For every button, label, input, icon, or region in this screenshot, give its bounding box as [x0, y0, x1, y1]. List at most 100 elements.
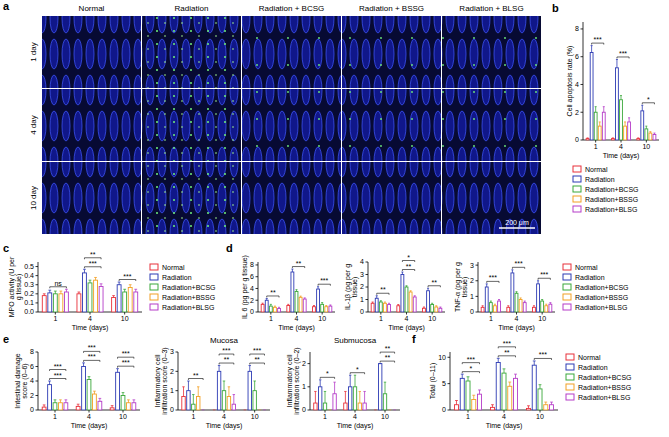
bar — [333, 394, 336, 410]
y-tick — [36, 302, 39, 303]
y-tick — [476, 296, 479, 297]
y-tick — [176, 352, 179, 353]
figure: aNormalRadiationRadiation + BCSGRadiatio… — [0, 0, 669, 437]
significance-bracket — [512, 267, 524, 269]
legend-swatch — [566, 354, 574, 360]
y-tick-label: 1 — [170, 387, 174, 394]
bar — [287, 306, 290, 312]
error-bar — [82, 363, 85, 367]
y-tick-label: 2 — [360, 283, 364, 290]
bar — [427, 291, 430, 312]
error-bar — [304, 298, 306, 299]
significance-bracket — [84, 258, 101, 260]
y-tick-label: 0 — [442, 406, 446, 413]
bar — [212, 410, 215, 411]
error-bar — [520, 298, 522, 300]
bar — [545, 306, 548, 312]
scale-bar — [499, 227, 535, 229]
bar — [549, 304, 552, 312]
significance-bracket — [267, 296, 279, 298]
error-bar — [182, 387, 184, 397]
error-bar — [54, 291, 57, 294]
bar — [222, 391, 225, 410]
bar — [511, 273, 514, 312]
error-bar — [595, 107, 597, 113]
error-bar — [372, 302, 374, 303]
significance-bracket — [350, 373, 364, 375]
significance-label: *** — [539, 351, 547, 358]
significance-bracket — [462, 363, 479, 365]
bar — [128, 287, 132, 312]
y-tick — [581, 28, 584, 29]
y-tick-label: 1 — [360, 296, 364, 303]
bars — [42, 363, 136, 410]
x-tick-label: 1 — [323, 413, 327, 420]
significance-label: * — [326, 370, 329, 377]
legend-label: Radiation+BSSG — [585, 196, 638, 203]
y-tick — [366, 287, 369, 288]
y-tick — [36, 381, 39, 382]
bar — [325, 307, 328, 312]
bar — [393, 410, 396, 411]
bar — [323, 403, 326, 410]
significance-label: ** — [385, 345, 391, 352]
x-tick-label: 4 — [87, 413, 91, 420]
bar — [645, 129, 648, 140]
legend-swatch — [573, 186, 581, 192]
legend-swatch — [573, 196, 581, 202]
error-bar — [491, 405, 494, 408]
y-tick-label: 6 — [575, 53, 579, 60]
y-axis-title-line: infiltration score (0–3) — [161, 347, 169, 414]
bar — [466, 381, 470, 410]
significance-bracket — [402, 261, 414, 263]
y-tick-label: 3 — [170, 348, 174, 355]
bar — [99, 287, 103, 312]
legend-swatch — [573, 176, 581, 182]
bar — [132, 403, 136, 410]
micrograph — [42, 89, 141, 161]
significance-label: ** — [224, 356, 230, 363]
y-tick-label: 0.3 — [24, 281, 34, 288]
error-bar — [118, 282, 121, 285]
significance-label: *** — [594, 36, 602, 43]
bar — [616, 68, 619, 140]
error-bar — [550, 402, 553, 405]
legend-swatch — [566, 384, 574, 390]
error-bar — [533, 306, 535, 308]
bar — [217, 371, 220, 410]
y-tick — [36, 266, 39, 267]
error-bar — [541, 300, 543, 302]
significance-label: * — [470, 365, 473, 372]
legend-swatch — [563, 304, 571, 310]
bar — [383, 394, 386, 410]
y-tick — [581, 84, 584, 85]
row-label: 10 day — [29, 186, 38, 210]
error-bar — [490, 301, 492, 303]
bar — [401, 275, 404, 313]
significance-label: ** — [380, 286, 386, 293]
error-bar — [218, 366, 220, 372]
error-bar — [48, 290, 51, 293]
error-bar — [83, 269, 86, 273]
significance-bracket — [188, 379, 203, 381]
bar — [117, 285, 121, 312]
bar — [232, 404, 235, 410]
error-bar — [379, 363, 381, 364]
significance-label: * — [647, 96, 650, 103]
error-bar — [134, 289, 137, 292]
y-tick — [176, 410, 179, 411]
error-bar — [317, 287, 319, 289]
significance-label: ** — [406, 263, 412, 270]
bar — [413, 297, 416, 312]
y-tick-label: 1 — [302, 383, 306, 390]
bar — [317, 289, 320, 312]
error-bar — [397, 305, 399, 306]
y-axis — [258, 262, 259, 312]
legend-swatch — [563, 284, 571, 290]
error-bar — [405, 286, 407, 287]
bar — [439, 308, 442, 312]
significance-label: *** — [88, 353, 96, 360]
error-bar — [599, 122, 601, 126]
x-tick-label: 10 — [119, 413, 127, 420]
significance-bracket — [50, 379, 66, 381]
